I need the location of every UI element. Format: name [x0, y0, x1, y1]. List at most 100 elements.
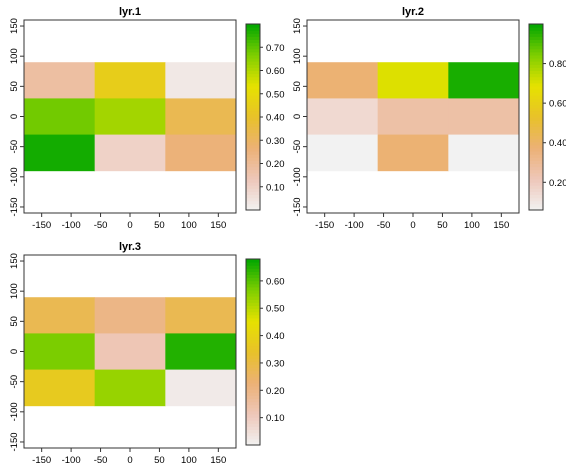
- raster-cell: [24, 297, 96, 334]
- legend-color-step: [246, 268, 260, 272]
- legend-color-step: [529, 197, 543, 202]
- legend-color-step: [529, 157, 543, 161]
- legend-color-step: [246, 299, 260, 303]
- legend-color-step: [246, 30, 260, 34]
- legend-color-step: [529, 39, 543, 44]
- legend-color-step: [246, 373, 260, 378]
- legend-color-step: [246, 348, 260, 353]
- legend-color-step: [529, 188, 543, 192]
- legend-color-step: [529, 160, 543, 164]
- y-tick-label: -50: [9, 140, 20, 154]
- legend-color-step: [246, 191, 260, 195]
- legend-tick-label: 0.40: [549, 138, 566, 149]
- legend-color-step: [529, 86, 543, 90]
- legend-color-step: [246, 197, 260, 202]
- x-tick-label: 0: [410, 220, 415, 231]
- legend-color-step: [529, 141, 543, 146]
- x-tick-label: 50: [154, 220, 165, 231]
- legend-color-step: [246, 355, 260, 359]
- legend-color-step: [246, 417, 260, 421]
- raster-cell: [307, 62, 379, 99]
- y-tick-label: 0: [9, 349, 20, 354]
- legend-color-step: [529, 138, 543, 143]
- legend-color-step: [246, 420, 260, 424]
- legend-color-step: [529, 55, 543, 59]
- raster-cell: [165, 333, 237, 370]
- legend-color-step: [246, 438, 260, 443]
- legend-color-step: [246, 206, 260, 211]
- legend-color-step: [246, 98, 260, 102]
- x-tick-label: -150: [32, 455, 51, 466]
- legend-color-step: [246, 185, 260, 189]
- legend-color-step: [246, 392, 260, 396]
- legend-color-step: [529, 166, 543, 171]
- x-tick-label: 150: [210, 455, 226, 466]
- legend-color-step: [246, 293, 260, 297]
- legend-color-step: [246, 290, 260, 294]
- legend-tick-label: 0.60: [266, 276, 285, 287]
- legend-color-step: [246, 321, 260, 325]
- legend-color-step: [246, 364, 260, 368]
- legend-color-step: [529, 206, 543, 211]
- raster-cell: [94, 333, 166, 370]
- legend-color-step: [529, 51, 543, 56]
- legend-color-step: [246, 423, 260, 427]
- legend-tick-label: 0.10: [266, 182, 285, 193]
- x-tick-label: -50: [94, 220, 108, 231]
- legend-color-step: [246, 73, 260, 78]
- x-tick-label: 50: [437, 220, 448, 231]
- legend-tick-label: 0.20: [266, 159, 285, 170]
- raster-cell: [448, 98, 520, 135]
- legend-color-step: [246, 61, 260, 65]
- x-tick-label: 150: [210, 220, 226, 231]
- legend-color-step: [246, 280, 260, 285]
- legend-color-step: [246, 36, 260, 40]
- legend-color-step: [246, 45, 260, 50]
- x-tick-label: -50: [377, 220, 391, 231]
- x-tick-label: 100: [464, 220, 480, 231]
- legend-color-step: [529, 151, 543, 155]
- raster-cell: [448, 62, 520, 99]
- legend-tick-label: 0.20: [549, 178, 566, 189]
- raster-cell: [165, 369, 237, 407]
- y-tick-label: 100: [292, 48, 303, 64]
- legend-color-step: [529, 148, 543, 152]
- legend-color-step: [246, 283, 260, 288]
- legend-color-step: [246, 101, 260, 106]
- panel-1: lyr.1 -150 -100 -50 0 50 100 150 -150 -100 -50 0 50 1…: [9, 6, 285, 231]
- y-tick-label: 150: [292, 18, 303, 34]
- x-tick-label: -150: [32, 220, 51, 231]
- legend-color-step: [246, 117, 260, 121]
- legend-color-step: [246, 441, 260, 446]
- legend-color-step: [246, 76, 260, 81]
- legend-frame: [245, 258, 261, 446]
- legend-color-step: [529, 64, 543, 68]
- legend-color-step: [246, 179, 260, 183]
- legend-color-step: [246, 404, 260, 409]
- legend-color-step: [246, 311, 260, 316]
- legend-color-step: [529, 67, 543, 71]
- x-tick-label: 100: [181, 455, 197, 466]
- legend-color-step: [529, 92, 543, 96]
- x-tick-label: -50: [94, 455, 108, 466]
- raster-cell: [94, 98, 166, 135]
- legend-color-step: [246, 129, 260, 133]
- legend-tick-label: 0.50: [266, 89, 285, 100]
- legend-color-step: [246, 432, 260, 437]
- legend-color-step: [246, 389, 260, 393]
- legend-color-step: [246, 259, 260, 263]
- legend-color-step: [246, 274, 260, 279]
- legend-color-step: [246, 33, 260, 37]
- x-tick-label: -150: [315, 220, 334, 231]
- legend-color-step: [529, 203, 543, 208]
- legend-color-step: [246, 82, 260, 87]
- y-tick-label: 50: [9, 316, 20, 327]
- legend-color-step: [246, 135, 260, 140]
- legend-color-step: [529, 36, 543, 40]
- legend-color-step: [529, 126, 543, 130]
- legend-color-step: [246, 345, 260, 350]
- panel-3: lyr.3 -150 -100 -50 0 50 100 150 -150 -100 -50 0 50 1…: [9, 241, 285, 466]
- legend-color-step: [246, 336, 260, 341]
- legend-color-step: [246, 104, 260, 109]
- panel-2: lyr.2 -150 -100 -50 0 50 100 150 -150 -100 -50 0 50 1…: [292, 6, 566, 231]
